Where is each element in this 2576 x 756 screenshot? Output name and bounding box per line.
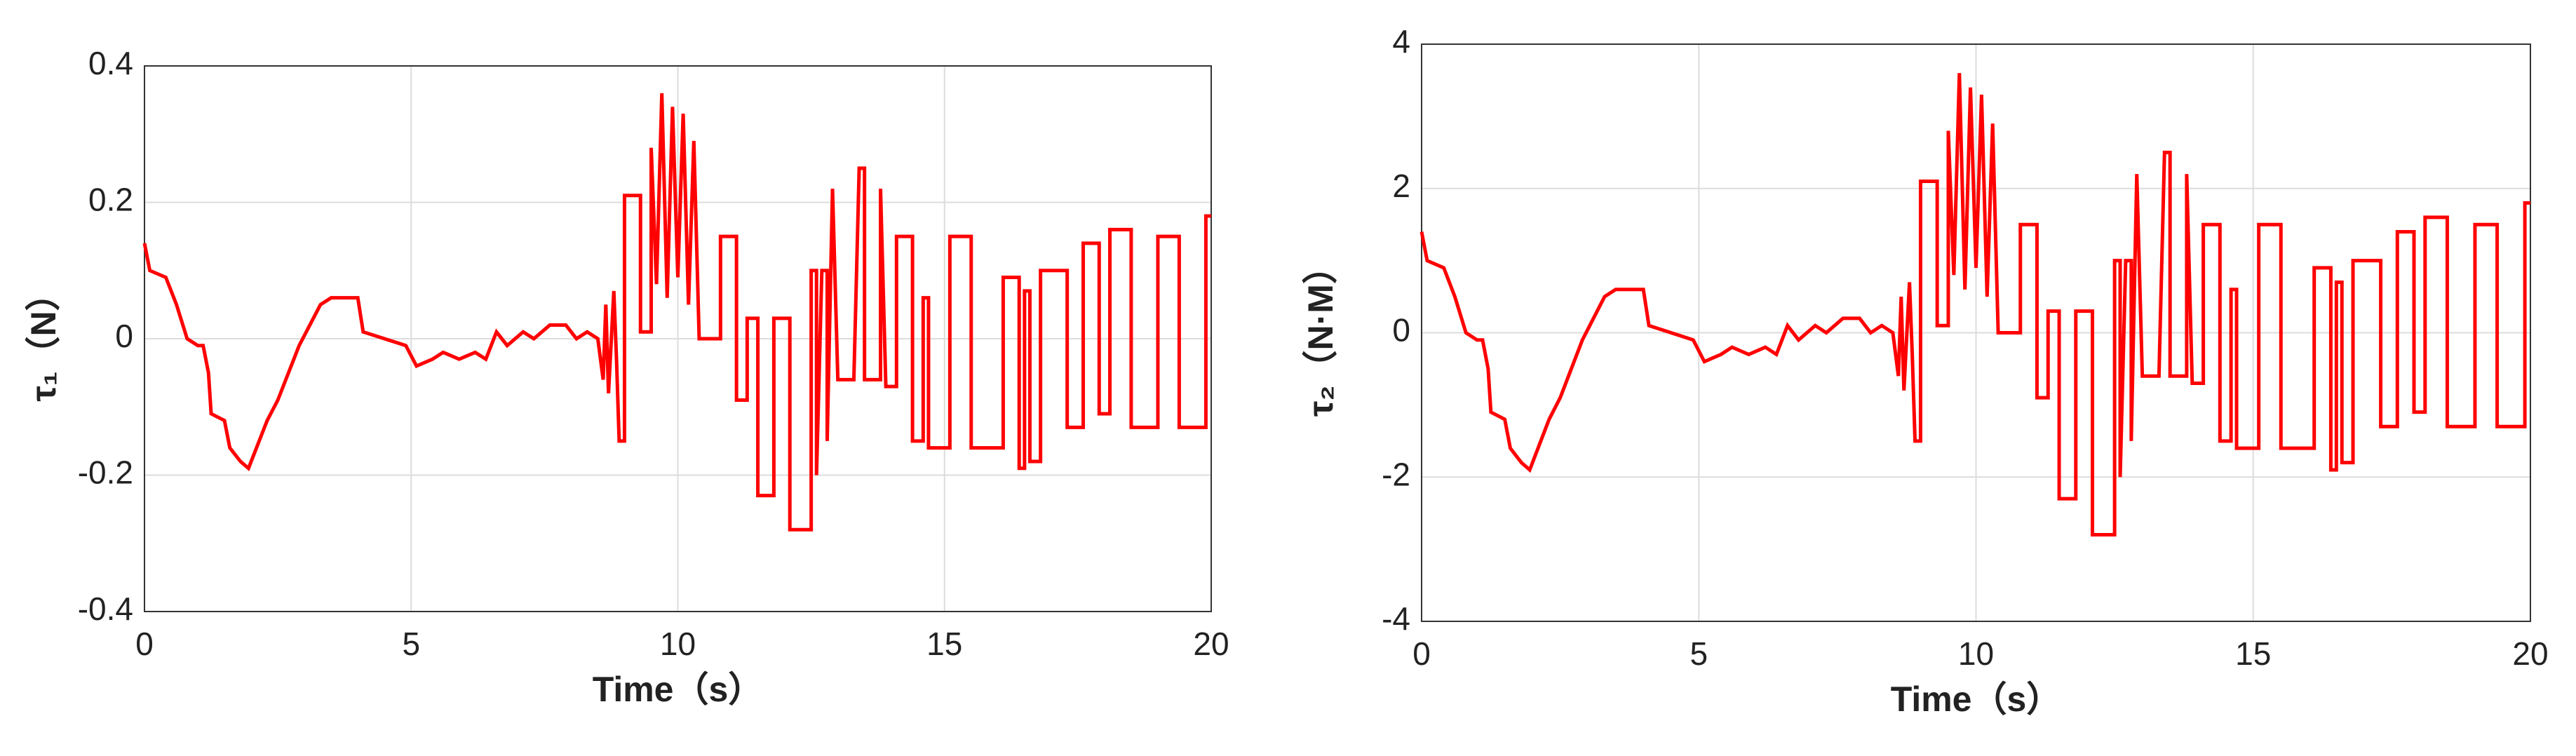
x-tick-label: 15 [2235,635,2271,672]
y-tick-label: 4 [1392,23,1410,60]
x-tick-label: 5 [1690,635,1708,672]
y-tick-label: 0 [115,318,133,354]
x-axis-label: Time（s） [1891,680,2062,719]
x-tick-label: 20 [2512,635,2548,672]
y-tick-label: 0.4 [88,45,133,81]
y-tick-label: 2 [1392,168,1410,204]
y-tick-label: -0.2 [78,454,133,491]
x-axis-label: Time（s） [593,670,764,709]
y-tick-label: -2 [1382,456,1410,492]
x-tick-label: 15 [926,626,962,662]
x-tick-label: 10 [660,626,696,662]
y-tick-label: 0.2 [88,182,133,218]
plot-frame [1421,43,2531,622]
x-tick-label: 5 [402,626,420,662]
data-line [142,93,1211,532]
y-tick-label: 0 [1392,312,1410,349]
y-axis-label: τ₂（N·M） [1301,249,1340,417]
y-tick-label: -4 [1382,600,1410,637]
x-tick-label: 0 [1412,635,1431,672]
x-tick-label: 20 [1193,626,1229,662]
y-tick-label: -0.4 [78,590,133,627]
x-tick-label: 0 [135,626,154,662]
x-tick-label: 10 [1958,635,1994,672]
plot-frame [144,65,1212,612]
data-line [1420,73,2530,537]
y-axis-label: τ₁（N） [24,276,63,401]
